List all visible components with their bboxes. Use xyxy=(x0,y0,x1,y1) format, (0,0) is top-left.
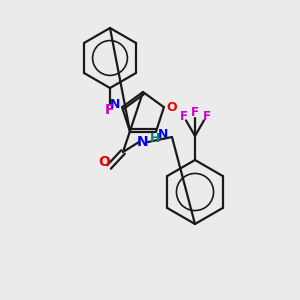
Text: N: N xyxy=(110,98,120,111)
Text: H: H xyxy=(150,133,160,146)
Text: O: O xyxy=(98,155,110,169)
Text: N: N xyxy=(158,128,168,141)
Text: F: F xyxy=(202,110,211,123)
Text: O: O xyxy=(167,101,177,114)
Text: F: F xyxy=(105,103,115,117)
Text: F: F xyxy=(179,110,188,123)
Text: F: F xyxy=(191,106,199,119)
Text: N: N xyxy=(137,135,149,149)
